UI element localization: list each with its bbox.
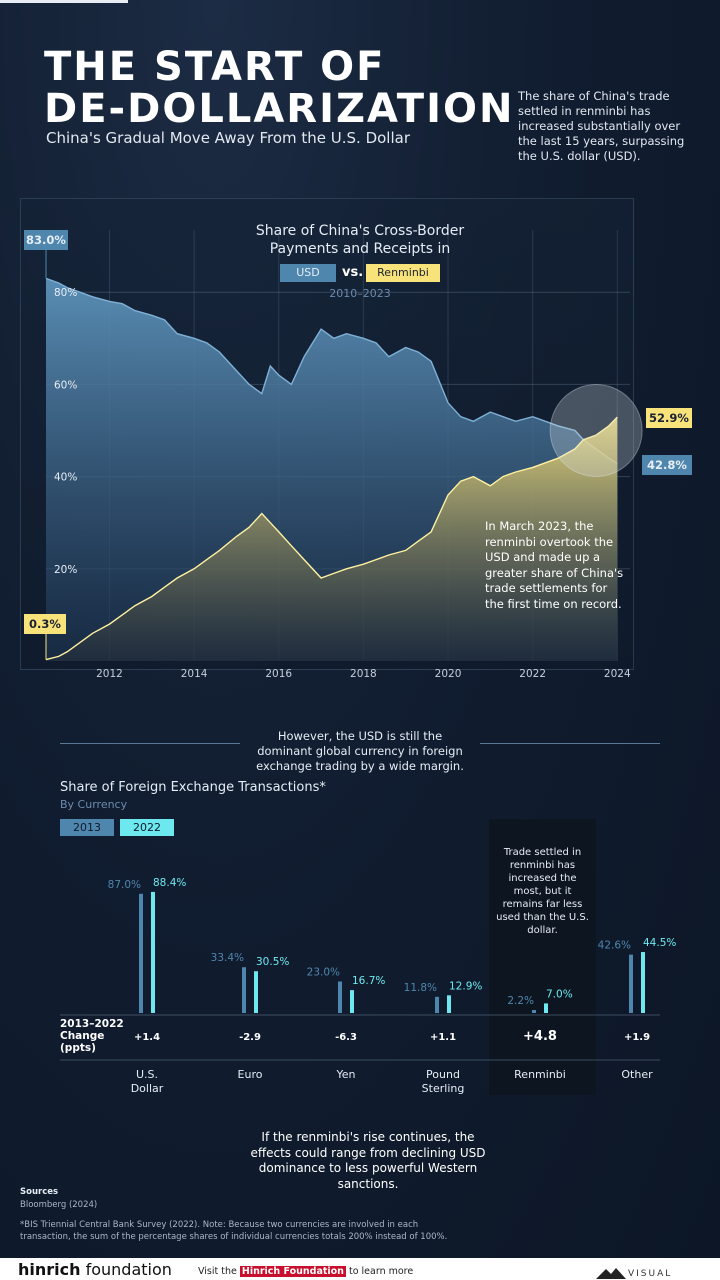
top-corner-bar [0,0,128,3]
category-label: Other [621,1068,653,1081]
value-label-2013: 11.8% [404,982,437,994]
bar-2013 [139,893,143,1013]
title-line-1: THE START OF [44,44,386,90]
bar-2022 [447,995,451,1013]
bar-2022 [641,952,645,1013]
divider-left [60,743,240,744]
value-label-2022: 7.0% [546,988,573,1000]
bar-2013 [532,1009,536,1013]
visit-pre: Visit the [198,1266,240,1277]
fx-chart-title: Share of Foreign Exchange Transactions* [60,780,326,795]
renminbi-highlight-text: Trade settled in renminbi has increased … [496,847,589,936]
intro-text: The share of China's trade settled in re… [518,89,685,163]
category-label: Yen [336,1068,356,1081]
visit-highlight: Hinrich Foundation [239,1266,346,1277]
value-label-2022: 88.4% [153,877,186,889]
bar-2022 [544,1003,548,1013]
callout-usd-end: 42.8% [642,455,692,475]
section2-note: However, the USD is still the dominant g… [256,729,464,773]
page-subtitle: China's Gradual Move Away From the U.S. … [46,129,410,147]
x-tick-label: 2024 [604,668,631,680]
value-label-2022: 12.9% [449,980,482,992]
legend-2013: 2013 [60,819,114,836]
change-label-line-3: (ppts) [60,1042,96,1054]
category-label: Euro [238,1068,263,1081]
value-label-2022: 30.5% [256,956,289,968]
category-label: Dollar [131,1082,164,1095]
change-value: -2.9 [239,1032,261,1043]
mountain-logo-icon [596,1268,626,1279]
y-tick-label: 80% [54,287,77,299]
change-value: +1.1 [430,1032,456,1043]
bar-2022 [350,990,354,1013]
change-value: -6.3 [335,1032,357,1043]
visit-link[interactable]: Visit the Hinrich Foundation to learn mo… [198,1266,413,1277]
category-label: Pound [426,1068,460,1081]
category-label: Sterling [422,1082,465,1095]
x-tick-label: 2020 [435,668,462,680]
bar-2022 [151,891,155,1013]
category-label: U.S. [136,1068,158,1081]
change-label-line-2: Change [60,1030,105,1042]
legend-vs: vs. [342,265,364,280]
change-label: 2013–2022 Change (ppts) [60,1018,124,1054]
legend-2022: 2022 [120,819,174,836]
bar-2022 [254,971,258,1013]
x-tick-label: 2016 [265,668,292,680]
x-tick-label: 2014 [181,668,208,680]
value-label-2013: 87.0% [108,879,141,891]
callout-rmb-end: 52.9% [646,408,692,428]
brand-logo[interactable]: hinrich foundation [18,1260,172,1279]
value-label-2022: 16.7% [352,975,385,987]
bar-2013 [242,967,246,1013]
bar-2013 [629,954,633,1013]
sources-heading: Sources [20,1187,59,1197]
chart1-years: 2010–2023 [329,287,391,300]
change-value: +1.9 [624,1032,650,1043]
bar-2013 [338,981,342,1013]
category-label: Renminbi [514,1068,566,1081]
y-tick-label: 60% [54,379,77,391]
title-line-2: DE-DOLLARIZATION [44,86,515,132]
value-label-2022: 44.5% [643,937,676,949]
x-tick-label: 2012 [96,668,123,680]
y-tick-label: 20% [54,564,77,576]
y-tick-label: 40% [54,472,77,484]
change-label-line-1: 2013–2022 [60,1018,124,1030]
callout-rmb-start: 0.3% [24,614,66,634]
legend-usd: USD [280,264,336,282]
footnote: *BIS Triennial Central Bank Survey (2022… [20,1220,448,1242]
change-value: +1.4 [134,1032,160,1043]
footer-bar [0,1258,720,1280]
brand-part-1: hinrich [18,1260,81,1279]
x-tick-label: 2022 [519,668,546,680]
closing-text: If the renminbi's rise continues, the ef… [250,1130,486,1191]
usd-series-line [45,277,618,465]
fx-chart-subtitle: By Currency [60,798,128,811]
x-tick-label: 2018 [350,668,377,680]
divider-right [480,743,660,744]
renminbi-highlight-panel [489,819,596,1095]
crossover-highlight-circle [549,384,643,477]
value-label-2013: 42.6% [598,940,631,952]
renminbi-series-area [46,417,618,661]
value-label-2013: 33.4% [211,952,244,964]
sources-text: Bloomberg (2024) [20,1200,98,1210]
brand-part-2: foundation [80,1260,172,1279]
callout-usd-start: 83.0% [24,230,68,250]
bar-2013 [435,996,439,1013]
chart1-annotation: In March 2023, the renminbi overtook the… [485,519,624,611]
logo-text: VISUAL [628,1269,673,1279]
legend-renminbi: Renminbi [366,264,440,282]
page-title: THE START OF DE-DOLLARIZATION [44,46,514,130]
renminbi-series-line [45,416,618,661]
chart1-title: Share of China's Cross-Border Payments a… [255,223,465,257]
value-label-2013: 23.0% [307,966,340,978]
value-label-2013: 2.2% [507,995,534,1007]
visit-post: to learn more [345,1266,414,1277]
change-value: +4.8 [523,1029,557,1044]
